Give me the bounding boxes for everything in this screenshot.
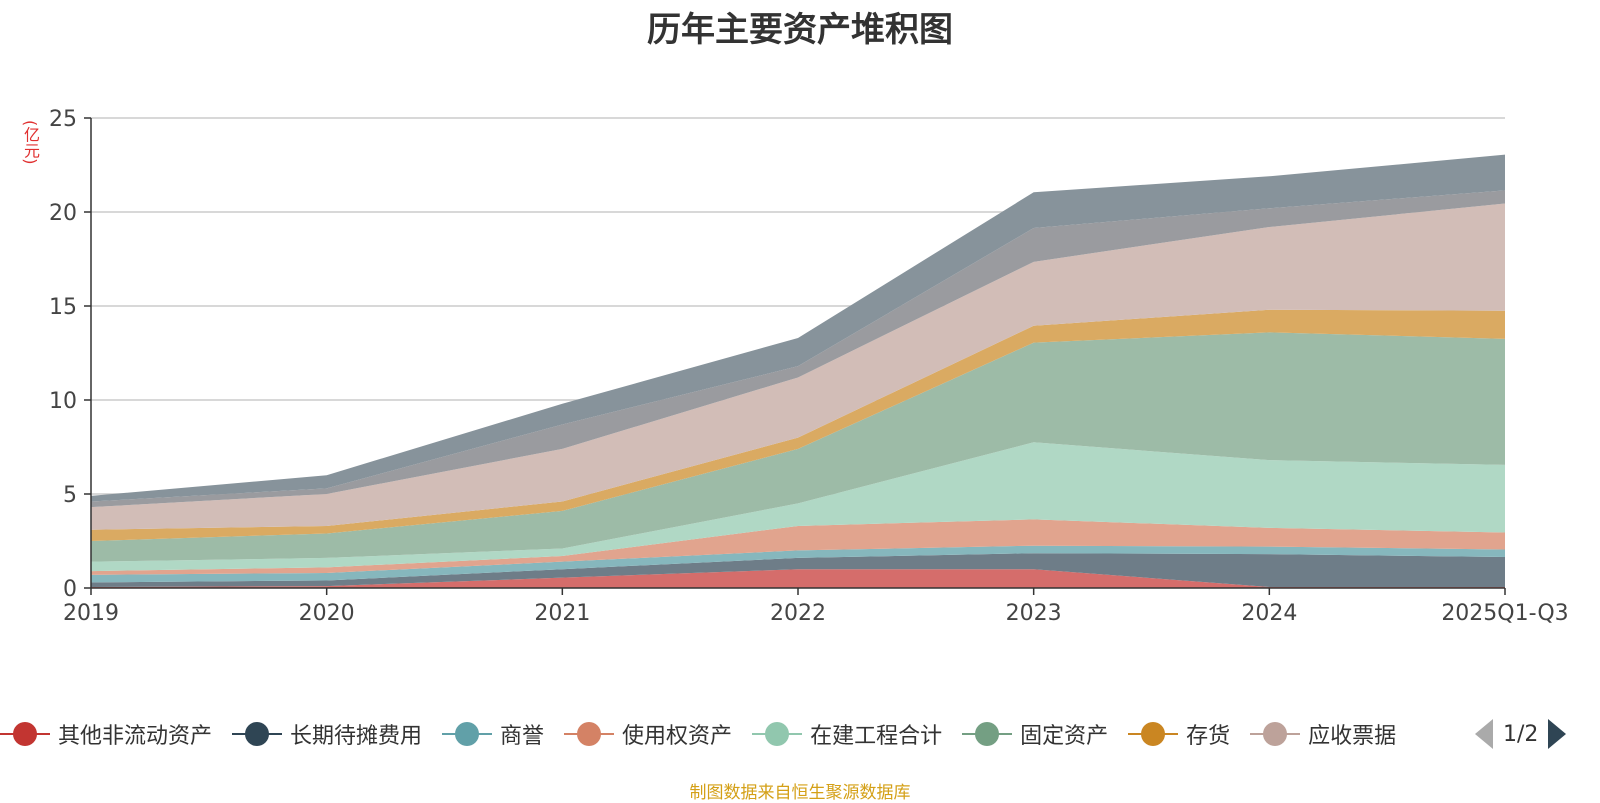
legend-marker-icon [0,722,50,746]
y-tick-label: 0 [63,577,77,602]
x-tick-label: 2024 [1241,601,1297,626]
area-series-other-2 [91,154,1505,502]
y-tick-label: 5 [63,483,77,508]
legend-item[interactable]: 使用权资产 [564,716,732,752]
legend-item[interactable]: 应收票据 [1250,716,1396,752]
data-source-note: 制图数据来自恒生聚源数据库 [689,783,911,803]
legend-item[interactable]: 存货 [1128,716,1230,752]
legend-marker-icon [564,722,615,746]
legend: 其他非流动资产 长期待摊费用 商誉 使用权资产 在建工程合计 固定资产 存货 应收票据 [0,716,1480,756]
x-tick-label: 2023 [1006,601,1062,626]
legend-marker-icon [962,722,1013,746]
area-series [91,154,1505,588]
y-tick-label: 20 [49,201,77,226]
area-series-商誉 [91,545,1505,583]
legend-label: 固定资产 [1020,724,1109,749]
area-series-长期待摊费用 [91,553,1505,588]
legend-pager: 1/2 [1475,716,1567,752]
legend-item[interactable]: 固定资产 [962,716,1108,752]
axes: 0 5 10 15 20 25 2019 2020 2021 2022 2023 2024 2025Q1… [49,107,1569,626]
legend-item[interactable]: 商誉 [442,716,544,752]
area-series-在建工程合计 [91,442,1505,572]
area-series-其他非流动资产 [91,569,1505,588]
legend-item[interactable]: 在建工程合计 [752,716,942,752]
x-tick-label: 2020 [299,601,355,626]
legend-label: 应收票据 [1308,724,1397,749]
y-axis-unit: (亿元) [21,120,40,165]
legend-item[interactable]: 长期待摊费用 [232,716,422,752]
legend-label: 存货 [1186,724,1231,749]
x-tick-label: 2025Q1-Q3 [1441,601,1568,626]
chart-title: 历年主要资产堆积图 [647,10,953,50]
area-series-存货 [91,309,1505,541]
legend-marker-icon [752,722,803,746]
y-tick-label: 25 [49,107,77,132]
legend-marker-icon [232,722,283,746]
legend-marker-icon [442,722,493,746]
y-tick-label: 15 [49,295,77,320]
legend-label: 使用权资产 [622,724,733,749]
area-series-固定资产 [91,332,1505,562]
legend-label: 其他非流动资产 [58,724,213,749]
y-tick-label: 10 [49,389,77,414]
legend-label: 商誉 [500,724,545,749]
legend-prev-page-icon[interactable] [1475,719,1493,749]
area-series-使用权资产 [91,519,1505,575]
legend-page-indicator: 1/2 [1503,721,1539,747]
x-tick-label: 2021 [534,601,590,626]
x-tick-label: 2022 [770,601,826,626]
area-series-应收票据 [91,203,1505,530]
legend-label: 在建工程合计 [810,724,943,749]
x-tick-label: 2019 [63,601,119,626]
legend-marker-icon [1250,722,1301,746]
legend-item[interactable]: 其他非流动资产 [0,716,212,752]
legend-next-page-icon[interactable] [1548,719,1567,749]
legend-label: 长期待摊费用 [290,724,423,749]
legend-marker-icon [1128,722,1179,746]
